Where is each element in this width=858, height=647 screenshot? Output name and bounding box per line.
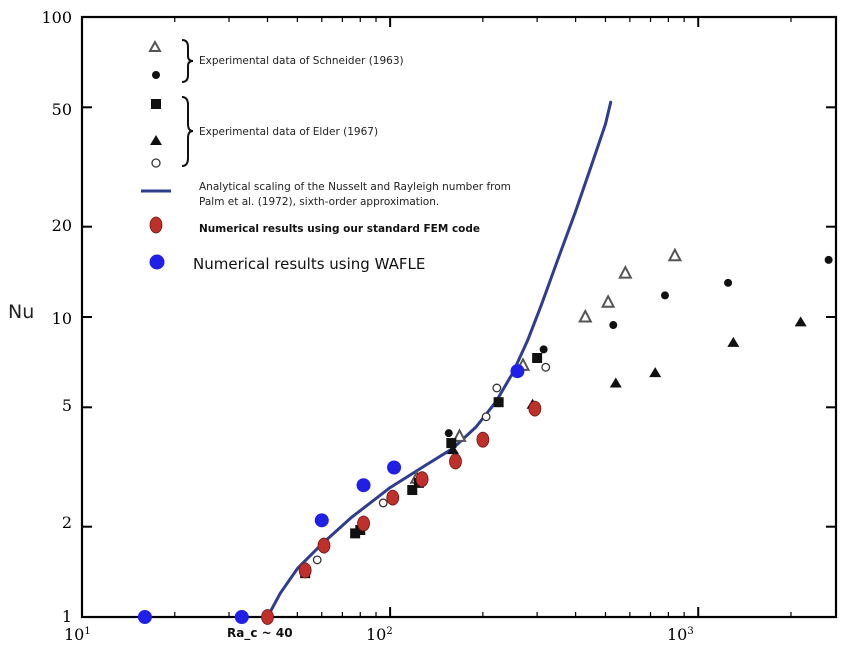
schneider-triangle-marker [667,247,683,262]
elder-circle-marker [492,383,502,393]
legend-label-fem: Numerical results using our standard FEM… [199,223,480,235]
elder-circle-marker [541,362,551,372]
schneider-triangle-marker [578,308,593,323]
legend-brace-schneider [181,39,194,83]
elder-square-marker [532,353,543,364]
legend-filled-square-marker [151,99,161,109]
data-markers [137,247,833,625]
y-tick-label-2: 2 [62,513,72,532]
elder-circle-marker [378,498,388,508]
axis-ticks [81,16,836,618]
elder-square-marker [446,438,457,449]
elder-circle-marker [481,412,491,422]
fem-result-marker [261,609,274,625]
schneider-dot-marker [539,345,548,354]
legend-label-elder: Experimental data of Elder (1967) [199,126,378,138]
wafle-result-marker [387,460,402,475]
y-tick-label-1: 1 [62,607,72,626]
fem-result-marker [357,515,370,532]
x-tick-label-10: 101 [64,625,91,644]
elder-square-marker [493,397,504,408]
axis-tick-labels: 100 50 20 10 5 2 1 101 102 103 [41,8,693,644]
legend-open-triangle-marker [148,39,162,52]
schneider-triangle-marker [618,265,633,279]
elder-square-marker [350,528,361,539]
y-axis-label: Nu [8,301,34,323]
elder-square-marker [407,485,418,496]
wafle-result-marker [510,364,525,379]
wafle-result-marker [356,478,371,493]
y-tick-label-10: 10 [52,309,72,328]
legend-wafle-marker [149,254,165,270]
x-tick-label-100: 102 [366,625,393,644]
elder-triangle-marker [649,367,662,378]
legend-label-analytical-1: Analytical scaling of the Nusselt and Ra… [199,181,511,193]
elder-triangle-marker [447,444,460,455]
y-tick-label-5: 5 [62,396,72,415]
schneider-dot-marker [444,429,453,438]
elder-triangle-marker [727,336,740,347]
wafle-result-marker [234,610,249,624]
schneider-triangle-marker [600,294,616,308]
fem-result-marker [449,453,462,470]
legend-label-schneider: Experimental data of Schneider (1963) [199,55,404,67]
schneider-dot-marker [824,255,833,264]
x-tick-label-1000: 103 [667,625,694,644]
y-tick-label-20: 20 [52,216,72,235]
legend: Experimental data of Schneider (1963) Ex… [141,39,511,273]
legend-fem-marker [149,216,163,234]
elder-circle-marker [312,555,322,565]
fem-result-marker [415,471,429,488]
legend-label-analytical-2: Palm et al. (1972), sixth-order approxim… [199,196,439,208]
schneider-dot-marker [660,291,669,300]
legend-filled-triangle-marker [150,135,162,145]
fem-result-marker [317,537,331,554]
y-tick-label-50: 50 [52,100,72,119]
legend-open-circle-marker [151,158,161,168]
fem-result-marker [298,562,312,579]
wafle-result-marker [137,610,152,624]
elder-triangle-marker [609,377,622,388]
fem-result-marker [528,400,542,417]
wafle-result-marker [314,513,329,528]
analytical-scaling-line [266,100,613,619]
ra-critical-annotation: Ra_c ~ 40 [227,626,293,641]
schneider-dot-marker [724,278,733,287]
legend-label-wafle: Numerical results using WAFLE [193,255,425,273]
fem-result-marker [476,431,490,448]
schneider-triangle-marker [452,428,467,442]
fem-result-marker [386,489,400,506]
y-tick-label-100: 100 [41,8,72,27]
schneider-dot-marker [609,321,618,330]
elder-triangle-marker [794,316,807,327]
plot-frame [80,15,838,619]
legend-brace-elder [181,96,194,167]
legend-filled-dot-marker [152,71,160,79]
